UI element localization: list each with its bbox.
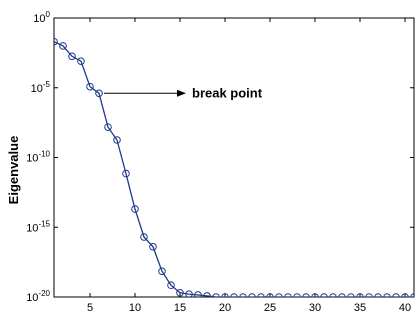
y-tick-label: 100 <box>33 10 50 25</box>
x-tick-label: 25 <box>264 302 276 314</box>
data-point <box>383 293 391 297</box>
data-point <box>113 136 121 144</box>
data-point <box>149 242 157 251</box>
data-point <box>266 293 274 297</box>
data-point <box>95 89 103 98</box>
x-tick-label: 15 <box>174 302 186 314</box>
data-point <box>176 289 184 297</box>
data-point <box>158 267 166 276</box>
break-point-annotation: break point <box>104 85 263 100</box>
plot-frame <box>53 17 415 298</box>
data-point <box>338 293 346 297</box>
data-point <box>257 293 265 297</box>
data-point <box>356 293 364 297</box>
data-point <box>293 293 301 297</box>
x-tick-label: 30 <box>309 302 321 314</box>
data-point <box>54 37 58 46</box>
series-line <box>54 41 414 297</box>
data-point <box>212 293 220 297</box>
annotation-arrowhead <box>177 89 186 97</box>
data-point <box>86 82 94 91</box>
data-point <box>221 293 229 297</box>
data-point <box>347 293 355 297</box>
data-point <box>248 293 256 297</box>
data-point <box>194 291 202 297</box>
data-point <box>239 293 247 297</box>
series-eigenvalues <box>54 37 414 297</box>
x-tick-label: 20 <box>219 302 231 314</box>
annotation-text: break point <box>192 85 263 100</box>
data-point <box>230 293 238 297</box>
data-point <box>122 169 130 178</box>
x-tick-label: 40 <box>399 302 411 314</box>
data-point <box>140 233 148 241</box>
data-point <box>284 293 292 297</box>
data-point <box>68 52 76 61</box>
y-axis-label: Eigenvalue <box>6 136 21 205</box>
x-tick-label: 35 <box>354 302 366 314</box>
data-point <box>401 293 409 297</box>
data-point <box>185 290 193 297</box>
data-point <box>374 293 382 297</box>
data-point <box>392 293 400 297</box>
data-point <box>365 293 373 297</box>
data-point <box>302 293 310 297</box>
data-point <box>320 293 328 297</box>
y-tick-label: 10-5 <box>31 80 51 95</box>
x-tick-label: 5 <box>87 302 93 314</box>
data-point <box>311 293 319 297</box>
data-point <box>59 42 67 50</box>
y-tick-label: 10-15 <box>26 219 50 234</box>
y-tick-label: 10-20 <box>26 289 50 304</box>
data-point <box>329 293 337 297</box>
data-point <box>275 293 283 297</box>
data-point <box>77 57 85 66</box>
data-point <box>104 123 112 131</box>
x-tick-label: 10 <box>129 302 141 314</box>
axes: 5 10 15 20 25 30 35 40 100 10-5 10-10 10-15 10-20 <box>26 10 415 314</box>
data-point <box>203 292 211 297</box>
data-point <box>167 281 175 290</box>
y-tick-label: 10-10 <box>26 150 50 165</box>
data-point <box>131 205 139 213</box>
